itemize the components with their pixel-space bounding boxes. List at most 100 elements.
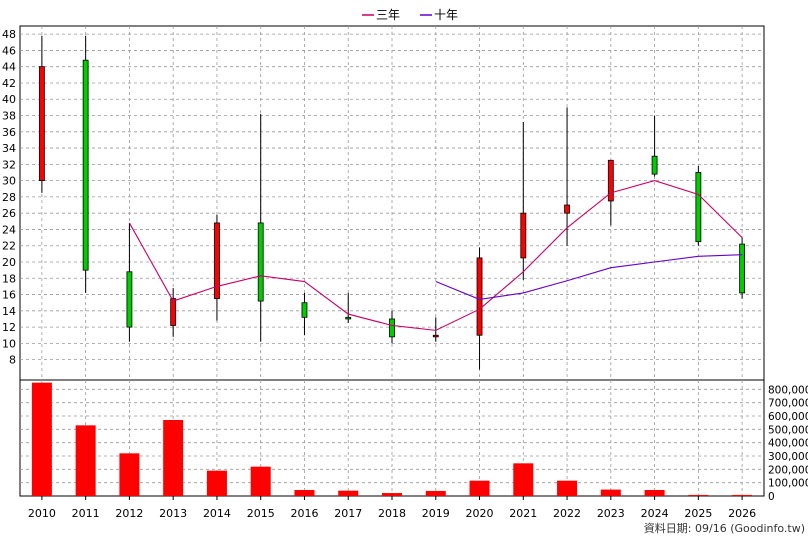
volume-bar-2025 [688,494,709,496]
price-ytick-label: 48 [2,28,16,41]
xtick-label-2011: 2011 [72,507,100,520]
price-ytick-label: 46 [2,44,16,57]
price-ytick-label: 30 [2,175,16,188]
price-ytick-label: 44 [2,61,16,74]
volume-ytick-label: 400,000 [768,438,808,450]
volume-bar-2016 [294,490,315,496]
candle-2021 [520,122,527,280]
volume-bar-2018 [382,493,402,496]
volume-bar-2015 [250,466,271,496]
price-ytick-label: 40 [2,93,16,106]
volume-ytick-label: 700,000 [768,398,808,410]
candle-body [126,271,133,328]
candle-2017 [345,292,352,324]
candle-body [257,222,264,302]
price-ytick-label: 32 [2,158,16,171]
candle-body [432,334,439,338]
volume-bar-2014 [206,470,227,496]
volume-bar-2021 [513,463,534,496]
candle-2010 [38,35,45,193]
xtick-label-2024: 2024 [641,507,669,520]
xtick-label-2013: 2013 [159,507,187,520]
volume-ytick-label: 600,000 [768,411,808,423]
candle-2020 [476,247,483,370]
legend: 三年 十年 [362,8,458,22]
candle-body [214,222,220,300]
volume-bar-2024 [644,490,665,496]
xtick-label-2021: 2021 [509,507,537,520]
candle-2022 [564,107,570,246]
price-ytick-label: 14 [2,305,16,318]
volume-bar-2011 [75,425,96,496]
legend-label-1: 三年 [376,8,400,22]
ma-line-1 [128,180,743,331]
xtick-label-2018: 2018 [378,507,406,520]
volume-ytick-label: 300,000 [768,451,808,463]
candle-2014 [214,214,220,321]
candle-body [651,155,658,175]
price-ytick-label: 12 [2,321,16,334]
xtick-label-2019: 2019 [422,507,450,520]
volume-bar-2010 [31,382,52,496]
volume-ytick-label: 800,000 [768,384,808,396]
price-ytick-label: 16 [2,289,16,302]
candle-body [170,298,177,326]
price-panel: 8 10 12 14 16 18 20 22 24 26 28 30 32 34 36 38 40 42 44 46 4… [2,25,765,381]
price-ytick-label: 10 [2,337,16,350]
xtick-label-2012: 2012 [115,507,143,520]
xtick-label-2010: 2010 [28,507,56,520]
candle-2026 [739,237,746,299]
candle-body [520,212,527,259]
price-ytick-label: 20 [2,256,16,269]
candle-body [389,318,395,338]
price-ytick-label: 24 [2,223,16,236]
ma-line-2 [435,254,743,300]
candle-body [476,257,483,336]
candle-2025 [695,165,702,246]
candle-2015 [257,113,264,342]
volume-ytick-label: 100,000 [768,478,808,490]
legend-label-2: 十年 [434,8,458,22]
volume-ytick-label: 500,000 [768,424,808,436]
candle-body [695,172,702,243]
candle-2016 [301,292,308,336]
price-ytick-label: 34 [2,142,16,155]
xtick-label-2016: 2016 [290,507,318,520]
price-ytick-label: 18 [2,272,16,285]
candle-2013 [170,288,177,337]
candle-2012 [126,222,133,342]
candle-body [38,66,45,182]
volume-bar-2022 [557,480,578,496]
xtick-label-2023: 2023 [597,507,625,520]
xtick-label-2015: 2015 [247,507,275,520]
candle-2019 [432,317,439,342]
candle-body [345,316,352,320]
price-ytick-label: 36 [2,126,16,139]
volume-bar-2026 [732,494,753,496]
candle-body [607,159,614,202]
price-ytick-label: 26 [2,207,16,220]
volume-bar-2012 [119,453,140,496]
candle-2018 [389,310,395,344]
xtick-label-2020: 2020 [466,507,494,520]
price-ytick-label: 8 [9,354,16,367]
volume-ytick-label: 0 [768,491,775,503]
candle-2011 [82,35,89,293]
xtick-label-2014: 2014 [203,507,231,520]
price-ytick-label: 22 [2,240,16,253]
volume-ytick-label: 200,000 [768,464,808,476]
volume-bar-2017 [338,490,359,496]
xtick-label-2022: 2022 [553,507,581,520]
candle-body [739,243,746,294]
x-axis: 2010 2011 2012 2013 2014 2015 2016 2017 2018 2019… [28,496,756,520]
volume-bar-2019 [425,490,446,496]
price-ytick-label: 38 [2,110,16,123]
candle-body [564,204,570,214]
candle-body [301,302,308,318]
xtick-label-2026: 2026 [728,507,756,520]
candle-body [82,59,89,271]
xtick-label-2017: 2017 [334,507,362,520]
